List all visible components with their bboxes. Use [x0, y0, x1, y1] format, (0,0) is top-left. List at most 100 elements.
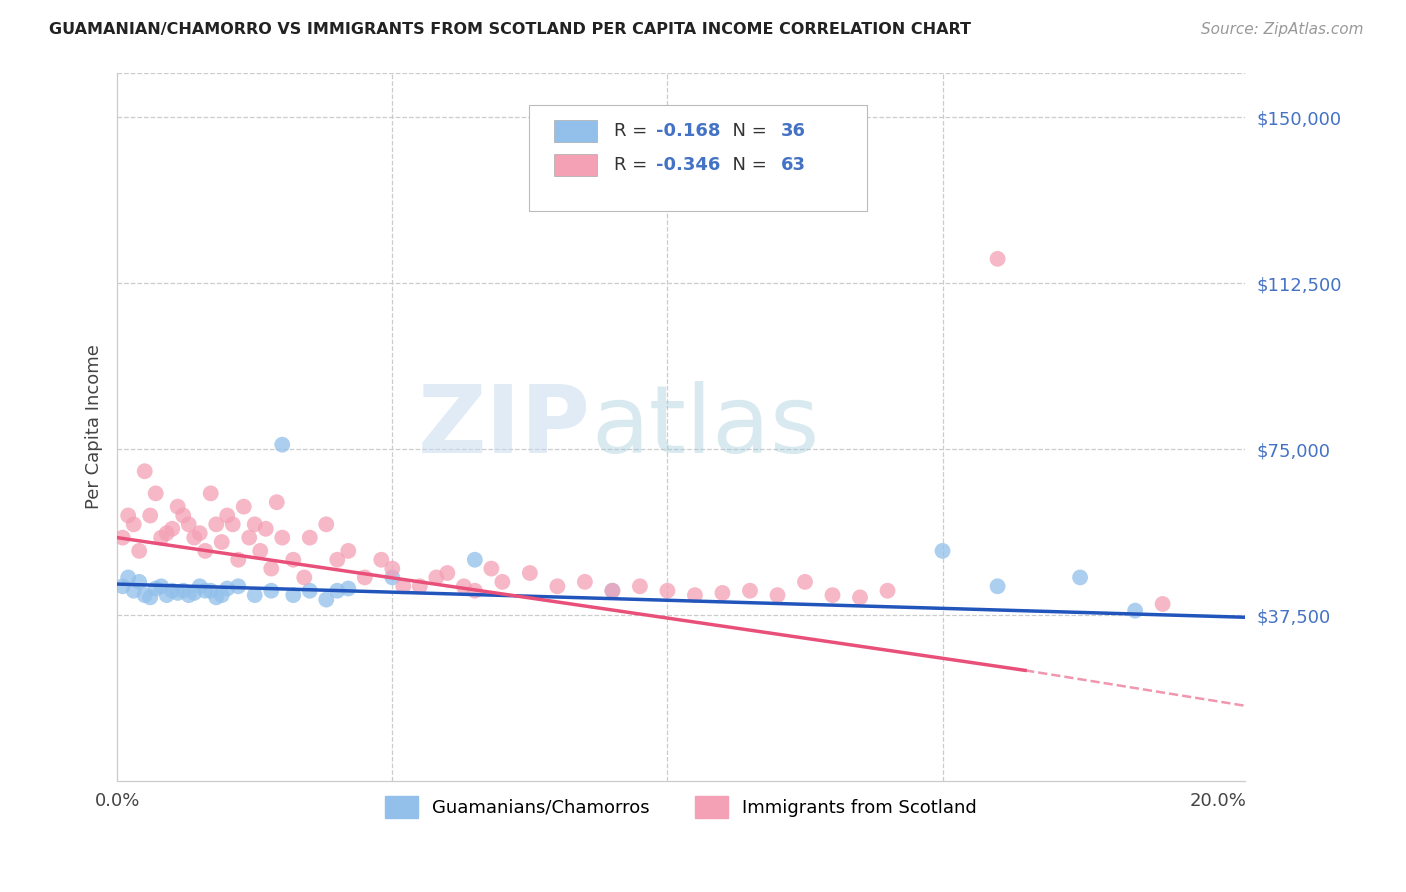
Point [111, 579, 134, 593]
Point [172, 583, 194, 598]
Legend: Guamanians/Chamorros, Immigrants from Scotland: Guamanians/Chamorros, Immigrants from Sc… [378, 789, 984, 825]
Point [353, 570, 375, 584]
Point [134, 588, 156, 602]
Point [232, 500, 254, 514]
Text: atlas: atlas [591, 381, 820, 473]
Bar [554, 120, 596, 142]
Point [298, 531, 321, 545]
Point [464, 553, 486, 567]
Point [260, 561, 283, 575]
Point [326, 553, 349, 567]
Point [987, 579, 1010, 593]
Text: N =: N = [721, 122, 772, 140]
Point [183, 531, 205, 545]
Point [254, 522, 277, 536]
Point [172, 508, 194, 523]
Point [243, 588, 266, 602]
Point [283, 588, 305, 602]
Point [821, 588, 844, 602]
Point [122, 517, 145, 532]
Point [205, 591, 228, 605]
Point [1152, 597, 1174, 611]
Point [150, 531, 173, 545]
Point [337, 582, 360, 596]
Point [1069, 570, 1091, 584]
Text: -0.346: -0.346 [657, 156, 721, 174]
Point [200, 486, 222, 500]
Point [211, 588, 233, 602]
Point [188, 579, 211, 593]
Point [315, 517, 337, 532]
Point [145, 582, 167, 596]
Point [683, 588, 706, 602]
Text: GUAMANIAN/CHAMORRO VS IMMIGRANTS FROM SCOTLAND PER CAPITA INCOME CORRELATION CHA: GUAMANIAN/CHAMORRO VS IMMIGRANTS FROM SC… [49, 22, 972, 37]
Point [134, 464, 156, 478]
Point [876, 583, 898, 598]
Point [150, 579, 173, 593]
Point [711, 586, 734, 600]
Point [166, 586, 188, 600]
Point [194, 583, 217, 598]
Point [436, 566, 458, 580]
Point [211, 535, 233, 549]
Point [226, 553, 249, 567]
Point [166, 500, 188, 514]
Point [260, 583, 283, 598]
Point [183, 586, 205, 600]
Point [139, 591, 162, 605]
Point [122, 583, 145, 598]
Point [271, 531, 294, 545]
Point [479, 561, 502, 575]
Text: R =: R = [613, 156, 652, 174]
Point [117, 508, 139, 523]
Point [392, 579, 415, 593]
Point [491, 574, 513, 589]
Bar [554, 154, 596, 176]
Point [128, 574, 150, 589]
Point [160, 583, 183, 598]
Point [794, 574, 817, 589]
Point [1123, 604, 1146, 618]
Point [243, 517, 266, 532]
Point [574, 574, 596, 589]
Point [381, 570, 404, 584]
Point [464, 583, 486, 598]
Y-axis label: Per Capita Income: Per Capita Income [86, 344, 103, 509]
Point [453, 579, 475, 593]
Point [987, 252, 1010, 266]
Point [249, 544, 271, 558]
Point [139, 508, 162, 523]
Point [205, 517, 228, 532]
Point [200, 583, 222, 598]
Point [156, 526, 179, 541]
Point [283, 553, 305, 567]
Point [160, 522, 183, 536]
Text: N =: N = [721, 156, 772, 174]
Point [337, 544, 360, 558]
Point [381, 561, 404, 575]
Point [177, 588, 200, 602]
Point [188, 526, 211, 541]
Point [546, 579, 568, 593]
Point [931, 544, 953, 558]
Point [177, 517, 200, 532]
Point [519, 566, 541, 580]
Point [117, 570, 139, 584]
Point [217, 582, 239, 596]
Point [628, 579, 651, 593]
Point [766, 588, 789, 602]
Point [425, 570, 447, 584]
Point [326, 583, 349, 598]
Point [111, 531, 134, 545]
Point [128, 544, 150, 558]
FancyBboxPatch shape [529, 105, 868, 211]
Point [602, 583, 624, 598]
Point [156, 588, 179, 602]
Point [217, 508, 239, 523]
Point [370, 553, 392, 567]
Point [271, 438, 294, 452]
Text: Source: ZipAtlas.com: Source: ZipAtlas.com [1201, 22, 1364, 37]
Point [315, 592, 337, 607]
Point [657, 583, 679, 598]
Point [226, 579, 249, 593]
